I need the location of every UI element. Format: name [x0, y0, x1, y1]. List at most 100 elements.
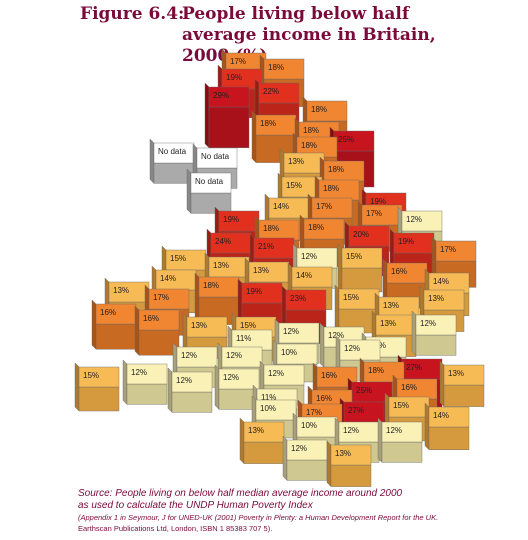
cell-top [348, 225, 390, 247]
cell-top [443, 364, 485, 386]
cell-side [411, 310, 417, 356]
cell-top [171, 371, 213, 393]
cell-label: 15% [393, 401, 409, 410]
cell-side [334, 284, 340, 334]
cell-label: 17% [440, 245, 456, 254]
source-note: Earthscan Publications Ltd, London, ISBN… [78, 524, 273, 533]
cell-label: 15% [286, 181, 302, 190]
cell-top [415, 314, 457, 336]
cell-side [282, 435, 288, 481]
no-data-label: No data [195, 177, 224, 186]
no-data-label: No data [201, 152, 230, 161]
source-note: (Appendix 1 in Seymour, J for UNED-UK (2… [78, 513, 439, 522]
cell-top [341, 247, 383, 269]
cell-label: 12% [344, 344, 360, 353]
cell-top [285, 289, 327, 311]
cell-label: 16% [143, 314, 159, 323]
cell-label: 15% [83, 371, 99, 380]
source-line: Source: People living on below half medi… [78, 488, 403, 499]
cell-label: 10% [260, 404, 276, 413]
cell-label: 13% [213, 261, 229, 270]
cell-front [243, 441, 285, 464]
cell-top [306, 100, 348, 122]
cell-top [221, 346, 263, 368]
cell-label: 13% [428, 294, 444, 303]
cell-front [381, 441, 423, 463]
cell-side [134, 305, 140, 356]
cell-label: 15% [170, 254, 186, 263]
cell-label: 17% [230, 57, 246, 66]
cell-side [214, 364, 220, 410]
cell-side [122, 359, 128, 405]
map: No data No data No data 17% 18% 19% 22% 29% 18% 1… [74, 48, 485, 488]
cell-label: 16% [321, 371, 337, 380]
cell-front [428, 426, 470, 450]
cell-label: 19% [223, 215, 239, 224]
cell-label: 13% [383, 301, 399, 310]
cell-top [278, 322, 320, 344]
cell-top [330, 444, 372, 466]
cell-label: 12% [343, 426, 359, 435]
cell-top [381, 421, 423, 443]
cell-front [286, 459, 328, 481]
cell-label: 12% [301, 252, 317, 261]
cell-label: 18% [308, 223, 324, 232]
cell-top [255, 399, 297, 421]
cell-top [218, 368, 260, 390]
cell-label: 19% [246, 287, 262, 296]
cell-label: 25% [356, 386, 372, 395]
cell-front [138, 329, 180, 356]
cell-label: 22% [263, 87, 279, 96]
cell-label: 18% [260, 119, 276, 128]
cell-label: 18% [368, 366, 384, 375]
cell-label: 17% [153, 293, 169, 302]
figure-number: Figure 6.4: [80, 4, 185, 24]
cell-label: 18% [303, 126, 319, 135]
cell-label: 11% [261, 393, 276, 402]
cell-top [435, 240, 477, 262]
no-data-label: No data [158, 147, 187, 156]
cell-top [428, 406, 470, 428]
cell-label: 13% [113, 286, 129, 295]
cell-label: 18% [263, 224, 279, 233]
cell-label: 12% [131, 368, 147, 377]
cell-front [341, 267, 383, 293]
cell-label: 13% [448, 369, 464, 378]
cell-label: 12% [386, 426, 402, 435]
cell-label: 13% [288, 157, 304, 166]
cell-top [138, 309, 180, 331]
cell-side [439, 360, 445, 408]
cell-top [148, 288, 190, 310]
source-line: as used to calculate the UNDP Human Pove… [78, 500, 313, 511]
cell-label: 12% [223, 373, 239, 382]
no-data-cell-side [186, 168, 192, 214]
cell-label: 14% [433, 277, 449, 286]
cell-label: 15% [240, 321, 256, 330]
cell-label: 12% [291, 444, 307, 453]
cell-label: 25% [338, 135, 354, 144]
cell-label: 14% [296, 271, 312, 280]
cell-label: 20% [353, 230, 369, 239]
cell-top [276, 343, 318, 365]
cell-label: 18% [311, 105, 327, 114]
cell-top [303, 218, 345, 240]
cell-label: 17% [366, 209, 382, 218]
cell-label: 13% [253, 266, 269, 275]
cell-side [251, 110, 257, 164]
cell-label: 18% [323, 184, 339, 193]
cell-label: 19% [226, 73, 242, 82]
cell-top [311, 197, 353, 219]
cell-label: 14% [160, 274, 176, 283]
cell-side [167, 367, 173, 413]
cell-top [176, 346, 218, 368]
cell-label: 16% [401, 383, 417, 392]
cell-side [204, 82, 210, 149]
cell-label: 11% [236, 334, 251, 343]
cell-label: 21% [258, 242, 274, 251]
cell-front [95, 323, 137, 350]
cell-side [377, 417, 383, 463]
cell-label: 14% [433, 411, 449, 420]
cell-label: 16% [316, 394, 332, 403]
cell-front [208, 106, 250, 148]
